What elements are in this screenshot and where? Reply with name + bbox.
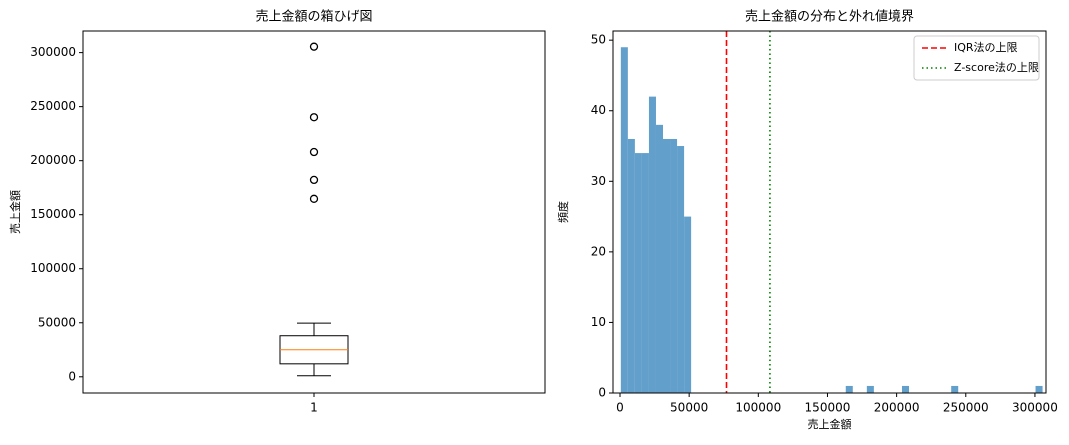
outlier — [309, 147, 319, 157]
y-tick-label: 50000 — [38, 315, 76, 329]
x-tick-label: 300000 — [1012, 401, 1058, 415]
outlier — [309, 42, 319, 51]
x-tick-label: 250000 — [943, 401, 989, 415]
outlier — [309, 113, 319, 122]
chart-title: 売上金額の箱ひげ図 — [255, 9, 372, 25]
x-tick-label: 200000 — [874, 401, 920, 415]
y-tick-label: 250000 — [30, 99, 76, 113]
legend-box — [913, 35, 1040, 81]
y-tick-label: 0 — [598, 386, 606, 400]
y-tick-label: 300000 — [30, 45, 76, 59]
bar — [670, 138, 678, 393]
y-tick-label: 50 — [591, 33, 606, 47]
x-tick-label: 0 — [616, 401, 624, 415]
legend-label: IQR法の上限 — [954, 40, 1018, 54]
bar — [866, 385, 874, 393]
bar — [901, 385, 910, 393]
bar — [627, 138, 635, 393]
y-tick-label: 0 — [68, 369, 76, 383]
bar — [1035, 385, 1043, 393]
bar — [663, 138, 671, 393]
axes-frame — [612, 30, 1047, 394]
x-tick-label: 150000 — [805, 401, 851, 415]
y-tick-label: 200000 — [30, 153, 76, 167]
y-tick-label: 10 — [591, 315, 606, 329]
x-tick-label: 50000 — [670, 401, 708, 415]
y-tick-label: 20 — [591, 244, 606, 258]
bar — [620, 47, 628, 394]
legend-label: Z-score法の上限 — [954, 60, 1039, 74]
bar — [677, 146, 685, 393]
bar — [634, 153, 642, 393]
bar — [845, 385, 853, 393]
bar — [648, 96, 656, 393]
bar — [684, 216, 692, 393]
y-tick-label: 40 — [591, 103, 606, 117]
x-tick-label: 100000 — [735, 401, 781, 415]
outlier — [309, 194, 319, 203]
y-axis-label: 売上金額 — [8, 190, 22, 234]
x-axis-label: 売上金額 — [808, 417, 852, 431]
bar — [641, 153, 649, 393]
outlier — [309, 175, 319, 185]
y-axis-label: 頻度 — [556, 201, 570, 223]
chart-title: 売上金額の分布と外れ値境界 — [745, 9, 914, 25]
axes-frame — [82, 30, 546, 394]
bar — [655, 124, 664, 393]
x-tick-label: 1 — [310, 401, 318, 415]
y-tick-label: 100000 — [30, 261, 76, 275]
y-tick-label: 150000 — [30, 207, 76, 221]
bar — [951, 385, 959, 393]
y-tick-label: 30 — [591, 174, 606, 188]
